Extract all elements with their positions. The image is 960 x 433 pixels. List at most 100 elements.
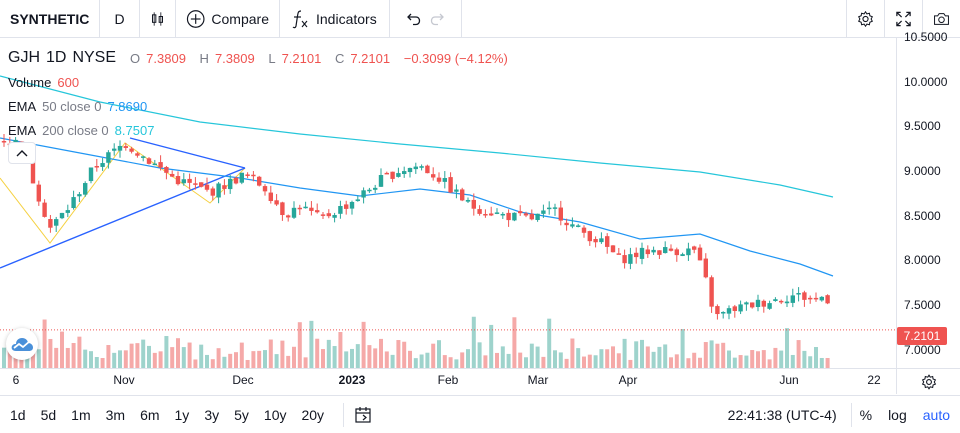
range-button-1d[interactable]: 1d [10, 406, 26, 423]
volume-bar [570, 338, 575, 368]
candle-body [378, 175, 384, 187]
candle-body [581, 227, 587, 233]
candle-body [228, 178, 233, 190]
volume-bar [506, 353, 511, 368]
volume-bar [645, 346, 650, 368]
volume-bar [71, 342, 76, 368]
candle-body [65, 210, 70, 213]
top-toolbar: SYNTHETIC D Compare Indicators [0, 0, 960, 38]
candle-body [239, 172, 244, 183]
candle-body [645, 249, 650, 255]
volume-bar [60, 331, 64, 368]
fullscreen-button[interactable] [884, 0, 922, 38]
range-button-20y[interactable]: 20y [301, 406, 325, 423]
candle-body [605, 236, 610, 247]
candle-body [460, 189, 465, 201]
volume-bar [89, 351, 93, 368]
volume-bar [495, 352, 499, 368]
candle-body [564, 222, 569, 226]
legend-collapse-button[interactable] [8, 142, 36, 164]
volume-bar [680, 329, 685, 368]
go-to-date-button[interactable] [354, 406, 372, 424]
candle-body [518, 211, 523, 214]
fx-icon [292, 9, 308, 28]
volume-bar [25, 358, 30, 368]
compare-button[interactable]: Compare [176, 0, 280, 38]
ema200-legend-row[interactable]: EMA 200 close 0 8.7507 [8, 118, 520, 142]
range-button-10y[interactable]: 10y [263, 406, 287, 423]
axis-settings-button[interactable] [896, 368, 960, 394]
redo-icon[interactable] [429, 10, 447, 28]
candle-body [373, 187, 378, 190]
candle-body [77, 194, 82, 197]
volume-bar [239, 342, 244, 368]
undo-icon[interactable] [404, 10, 422, 28]
volume-bar [297, 322, 302, 368]
log-scale-toggle[interactable]: log [888, 406, 907, 423]
volume-bar [344, 351, 349, 368]
settings-button[interactable] [846, 0, 884, 38]
candle-body [141, 156, 146, 158]
candle-body [332, 215, 337, 218]
candle-body [146, 158, 152, 164]
candle-body [216, 183, 221, 198]
auto-scale-toggle[interactable]: auto [922, 406, 950, 423]
candle-body [390, 171, 395, 179]
snapshot-button[interactable] [922, 0, 960, 38]
volume-bar [286, 355, 291, 368]
range-button-3m[interactable]: 3m [105, 406, 126, 423]
candle-body [558, 207, 563, 221]
volume-bar [454, 359, 459, 368]
range-button-5y[interactable]: 5y [234, 406, 249, 423]
candle-body [210, 188, 215, 196]
volume-bar [187, 342, 192, 368]
ema50-legend-row[interactable]: EMA 50 close 0 7.8690 [8, 94, 520, 118]
volume-bar [158, 351, 163, 368]
volume-bar [663, 344, 668, 368]
range-button-1y[interactable]: 1y [174, 406, 190, 423]
candle-body [54, 219, 59, 226]
volume-bar [437, 340, 441, 368]
clock-timezone[interactable]: 22:41:38 (UTC-4) [727, 406, 837, 423]
change-value: −0.3099 (−4.12%) [403, 50, 508, 66]
candle-body [500, 213, 505, 216]
price-axis[interactable] [896, 38, 960, 368]
range-button-6m[interactable]: 6m [140, 406, 160, 423]
volume-bar [616, 353, 621, 368]
candle-body [193, 183, 198, 185]
candle-body [257, 176, 262, 186]
symbol-search-button[interactable]: SYNTHETIC [0, 0, 100, 38]
range-button-1m[interactable]: 1m [71, 406, 91, 423]
bottom-toolbar: 1d 5d 1m 3m 6m 1y 3y 5y 10y 20y 22:41:38 (UTC-4) … [0, 395, 960, 433]
candle-body [726, 308, 732, 314]
volume-bar [779, 350, 784, 368]
time-axis[interactable] [0, 368, 896, 394]
volume-bar [541, 356, 546, 368]
volume-bar [640, 339, 644, 368]
range-button-5d[interactable]: 5d [40, 406, 57, 423]
volume-bar [54, 347, 59, 368]
candle-body [158, 162, 163, 168]
volume-bar [756, 351, 760, 368]
volume-bar [379, 338, 383, 368]
time-axis-label: Nov [113, 373, 135, 387]
volume-bar [65, 347, 70, 368]
chart-legend: GJH 1D NYSE O 7.3809 H 7.3809 L 7.2101 C 7.2… [8, 46, 520, 142]
brand-logo[interactable] [6, 328, 38, 360]
high-key: H [199, 50, 209, 66]
volume-bar [152, 352, 157, 368]
candle-body [738, 304, 743, 312]
indicators-button[interactable]: Indicators [280, 0, 390, 38]
volume-bar [164, 336, 169, 368]
volume-bar [118, 350, 122, 368]
candle-body [164, 166, 169, 173]
interval-button[interactable]: D [100, 0, 140, 38]
volume-legend-row[interactable]: Volume 600 [8, 70, 520, 94]
volume-bar [547, 318, 552, 368]
range-button-3y[interactable]: 3y [204, 406, 220, 423]
candle-body [117, 145, 123, 151]
chart-style-button[interactable] [140, 0, 176, 38]
volume-bar [471, 316, 476, 368]
percent-scale-toggle[interactable]: % [850, 402, 880, 427]
symbol-legend-row[interactable]: GJH 1D NYSE O 7.3809 H 7.3809 L 7.2101 C 7.2… [8, 46, 520, 70]
